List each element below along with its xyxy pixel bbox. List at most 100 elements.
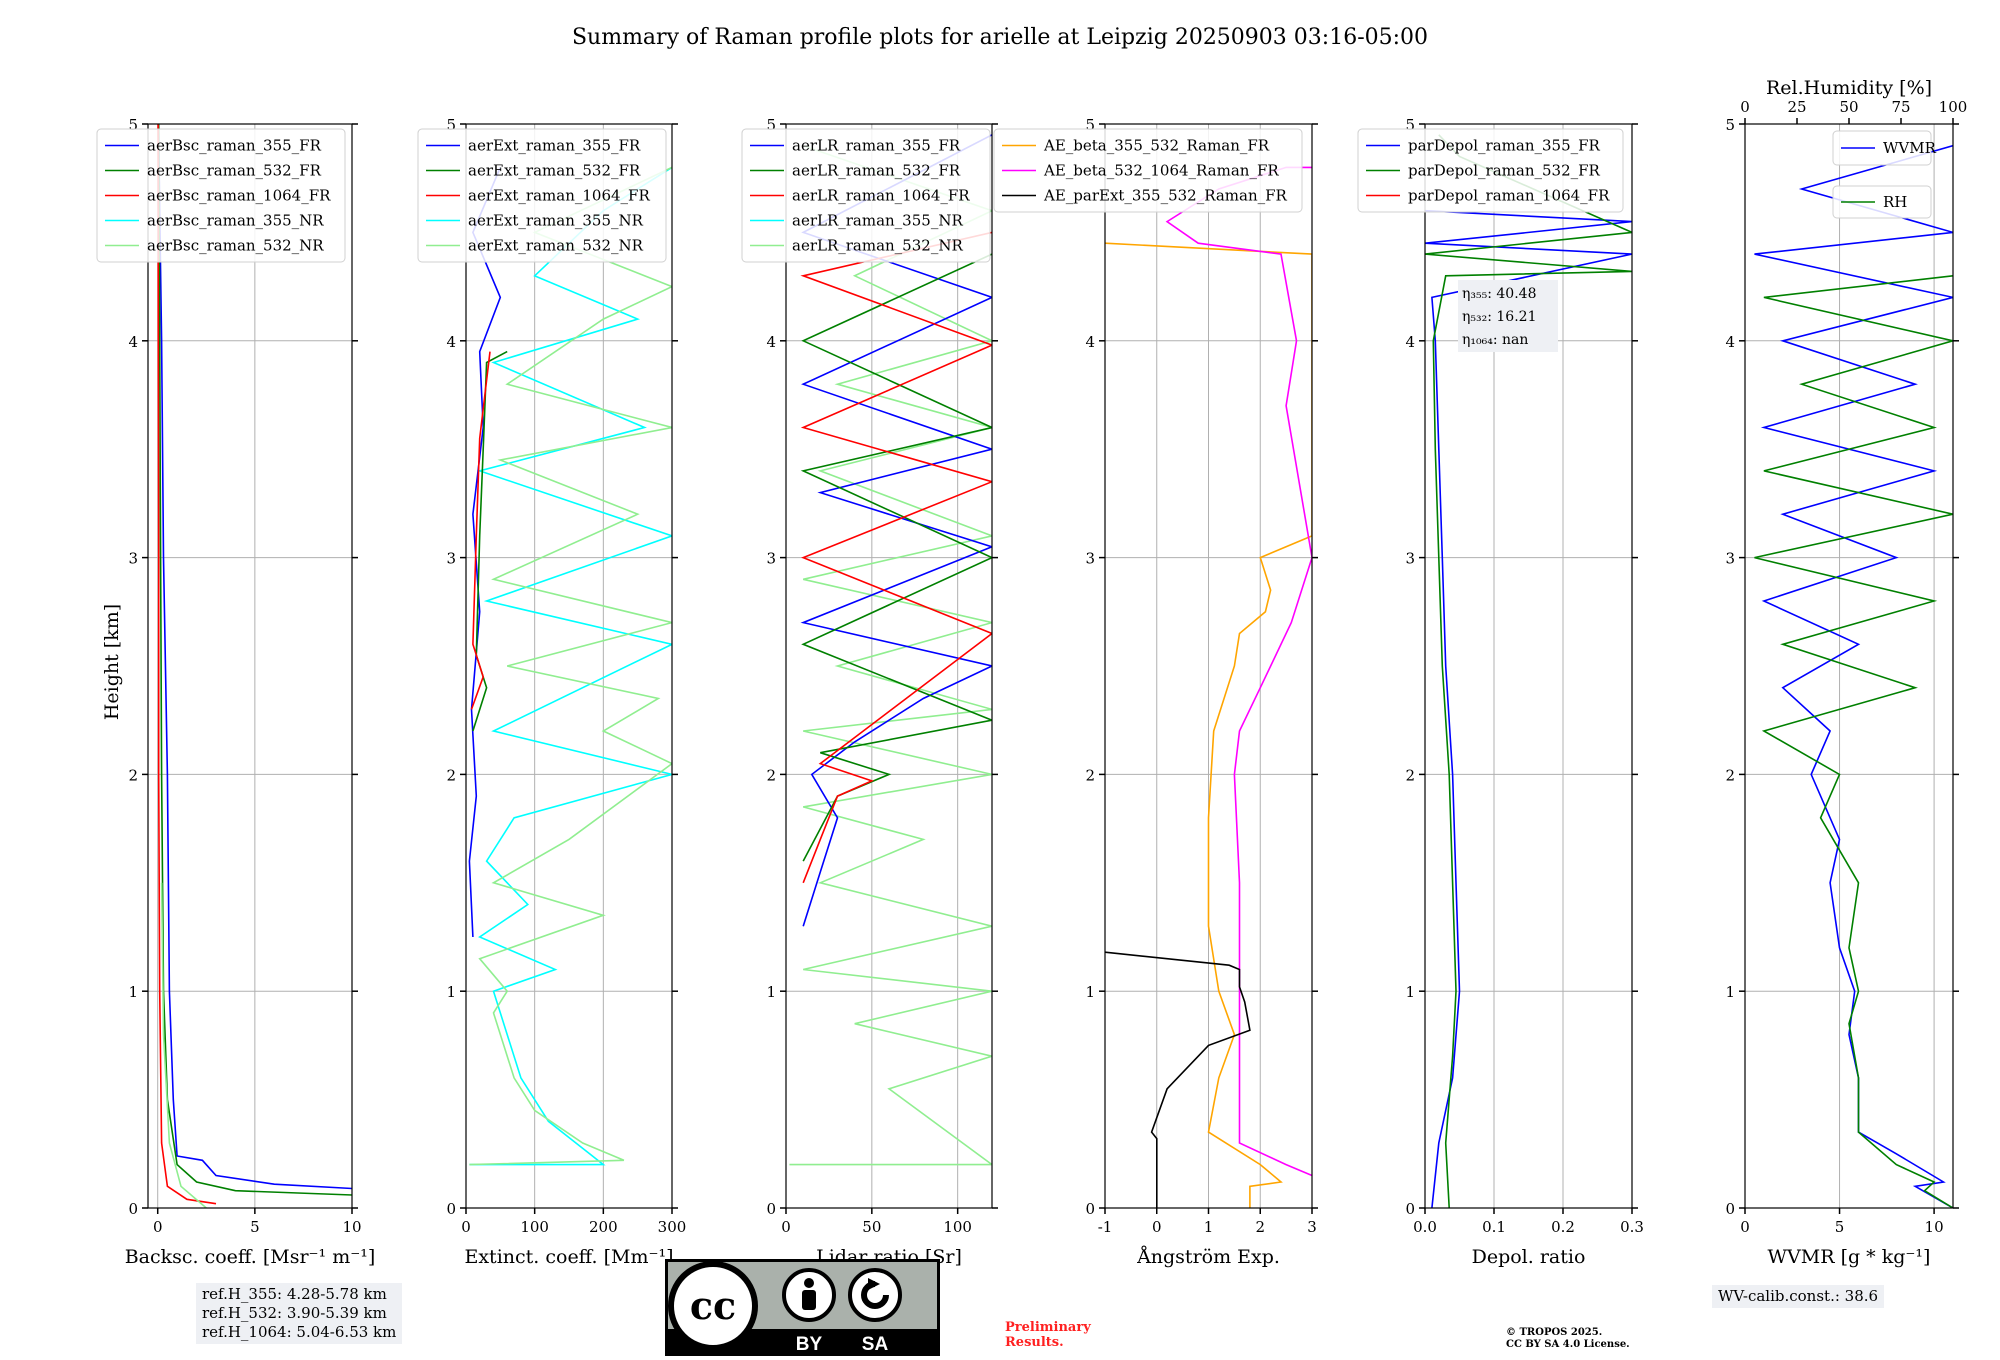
- series-line-aerExt_raman_1064_FR: [470, 351, 491, 710]
- x-axis-label: WVMR [g * kg⁻¹]: [1768, 1246, 1931, 1268]
- x-axis-label: Ångström Exp.: [1136, 1246, 1280, 1268]
- sa-share-alike-icon: [848, 1268, 902, 1322]
- x-tick-label: 100: [520, 1218, 549, 1236]
- legend-box: [1832, 185, 1932, 219]
- legend-box: [417, 128, 667, 263]
- legend-label: AE_beta_355_532_Raman_FR: [1043, 137, 1270, 155]
- copyright-line-1: © TROPOS 2025.: [1506, 1327, 1603, 1338]
- x-tick-label: 300: [658, 1218, 687, 1236]
- series-line-aerBsc_raman_532_FR: [157, 124, 352, 1196]
- copyright-note: © TROPOS 2025. CC BY SA 4.0 License.: [1506, 1327, 1630, 1351]
- y-tick-label: 2: [1405, 766, 1415, 784]
- depol-annotation-line: η₃₅₅: 40.48: [1462, 286, 1536, 302]
- legend-label: parDepol_raman_532_FR: [1408, 162, 1601, 180]
- y-tick-label: 3: [1405, 550, 1415, 568]
- legend-label: aerExt_raman_532_FR: [468, 162, 641, 180]
- legend-label: RH: [1883, 193, 1907, 211]
- x-tick-label: 10: [342, 1218, 361, 1236]
- y-tick-label: 4: [1405, 333, 1415, 351]
- by-person-body: [802, 1290, 816, 1310]
- ref-height-box: ref.H_355: 4.28-5.78 km ref.H_532: 3.90-…: [196, 1283, 403, 1344]
- y-tick-label: 2: [1725, 766, 1735, 784]
- panel-ext: 0 1 2 3 4 5 0 100 200 300 Extinct. coeff. [Mm⁻¹] ae…: [417, 116, 687, 1268]
- series-line-AE_parExt_355_532_Raman_FR: [1105, 951, 1251, 1208]
- axes-frame: [147, 123, 353, 1209]
- x-tick-label: 3: [1307, 1218, 1317, 1236]
- series-line-parDepol_raman_355_FR: [1425, 209, 1632, 1208]
- y-tick-label: 4: [128, 333, 138, 351]
- top-x-tick-label: 0: [1740, 98, 1750, 116]
- y-tick-label: 0: [1725, 1200, 1735, 1218]
- y-tick-label: 4: [766, 333, 776, 351]
- ref-height-355: ref.H_355: 4.28-5.78 km: [202, 1285, 387, 1303]
- series-line-AE_beta_355_532_Raman_FR: [1105, 242, 1312, 1208]
- y-tick-label: 1: [1405, 983, 1415, 1001]
- series-line-aerLR_raman_355_FR: [800, 134, 992, 927]
- legend-label: aerBsc_raman_1064_FR: [147, 187, 331, 205]
- legend-label: aerLR_raman_355_NR: [792, 212, 963, 230]
- series-group: [1105, 166, 1312, 1208]
- x-tick-label: 0: [461, 1218, 471, 1236]
- series-group: [789, 134, 992, 1166]
- series-line-aerExt_raman_355_NR: [469, 166, 672, 1166]
- series-line-aerExt_raman_532_NR: [469, 166, 672, 1166]
- x-tick-label: 50: [862, 1218, 881, 1236]
- x-axis-label: Extinct. coeff. [Mm⁻¹]: [464, 1246, 673, 1268]
- y-tick-label: 0: [766, 1200, 776, 1218]
- legend-box: [741, 128, 991, 263]
- by-label: BY: [796, 1334, 823, 1355]
- series-line-aerLR_raman_1064_FR: [800, 231, 992, 884]
- y-tick-label: 1: [446, 983, 456, 1001]
- y-tick-label: 3: [1725, 550, 1735, 568]
- y-tick-label: 3: [446, 550, 456, 568]
- y-tick-label: 2: [128, 766, 138, 784]
- legend-label: parDepol_raman_355_FR: [1408, 137, 1601, 155]
- series-line-aerLR_raman_532_NR: [789, 144, 992, 1166]
- legend-label: aerLR_raman_355_FR: [792, 137, 961, 155]
- cc-by-sa-license-badge[interactable]: cc BY SA: [665, 1259, 940, 1356]
- x-tick-label: 0.3: [1620, 1218, 1644, 1236]
- y-tick-label: 1: [1725, 983, 1735, 1001]
- y-axis-label: Height [km]: [101, 604, 123, 720]
- legend-box: [1357, 128, 1624, 213]
- preliminary-line-1: Preliminary: [1005, 1320, 1091, 1335]
- y-tick-label: 2: [1085, 766, 1095, 784]
- y-tick-label: 1: [128, 983, 138, 1001]
- x-tick-label: 10: [1925, 1218, 1944, 1236]
- x-tick-label: 0: [1740, 1218, 1750, 1236]
- legend-label: aerBsc_raman_355_NR: [147, 212, 324, 230]
- y-tick-label: 0: [1405, 1200, 1415, 1218]
- series-group: [157, 124, 352, 1208]
- top-x-tick-label: 75: [1891, 98, 1910, 116]
- legend-label: aerLR_raman_1064_FR: [792, 187, 970, 205]
- legend-label: aerBsc_raman_532_NR: [147, 237, 324, 255]
- legend-label: AE_parExt_355_532_Raman_FR: [1043, 187, 1288, 205]
- legend-label: AE_beta_532_1064_Raman_FR: [1043, 162, 1279, 180]
- legend-label: aerExt_raman_532_NR: [468, 237, 644, 255]
- y-tick-label: 4: [1725, 333, 1735, 351]
- cc-circle-icon: [668, 1261, 758, 1351]
- legend-box: [96, 128, 346, 263]
- series-line-aerExt_raman_355_FR: [468, 167, 502, 938]
- cc-text: cc: [690, 1283, 736, 1328]
- top-axis-label: Rel.Humidity [%]: [1766, 77, 1932, 99]
- y-tick-label: 0: [1085, 1200, 1095, 1218]
- legend-label: aerLR_raman_532_FR: [792, 162, 961, 180]
- y-tick-label: 4: [1085, 333, 1095, 351]
- y-tick-label: 5: [446, 116, 456, 134]
- y-tick-label: 0: [128, 1200, 138, 1218]
- x-tick-label: 1: [1204, 1218, 1214, 1236]
- y-tick-label: 3: [766, 550, 776, 568]
- y-tick-label: 2: [766, 766, 776, 784]
- x-axis-label: Depol. ratio: [1472, 1246, 1586, 1268]
- x-tick-label: 5: [250, 1218, 260, 1236]
- wv-calib-constant: WV-calib.const.: 38.6: [1718, 1287, 1879, 1305]
- axes-frame: [1424, 123, 1633, 1209]
- legend-label: aerExt_raman_1064_FR: [468, 187, 650, 205]
- x-tick-label: -1: [1098, 1218, 1113, 1236]
- legend-label: parDepol_raman_1064_FR: [1408, 187, 1610, 205]
- series-group: [1425, 134, 1632, 1208]
- x-tick-label: 200: [589, 1218, 618, 1236]
